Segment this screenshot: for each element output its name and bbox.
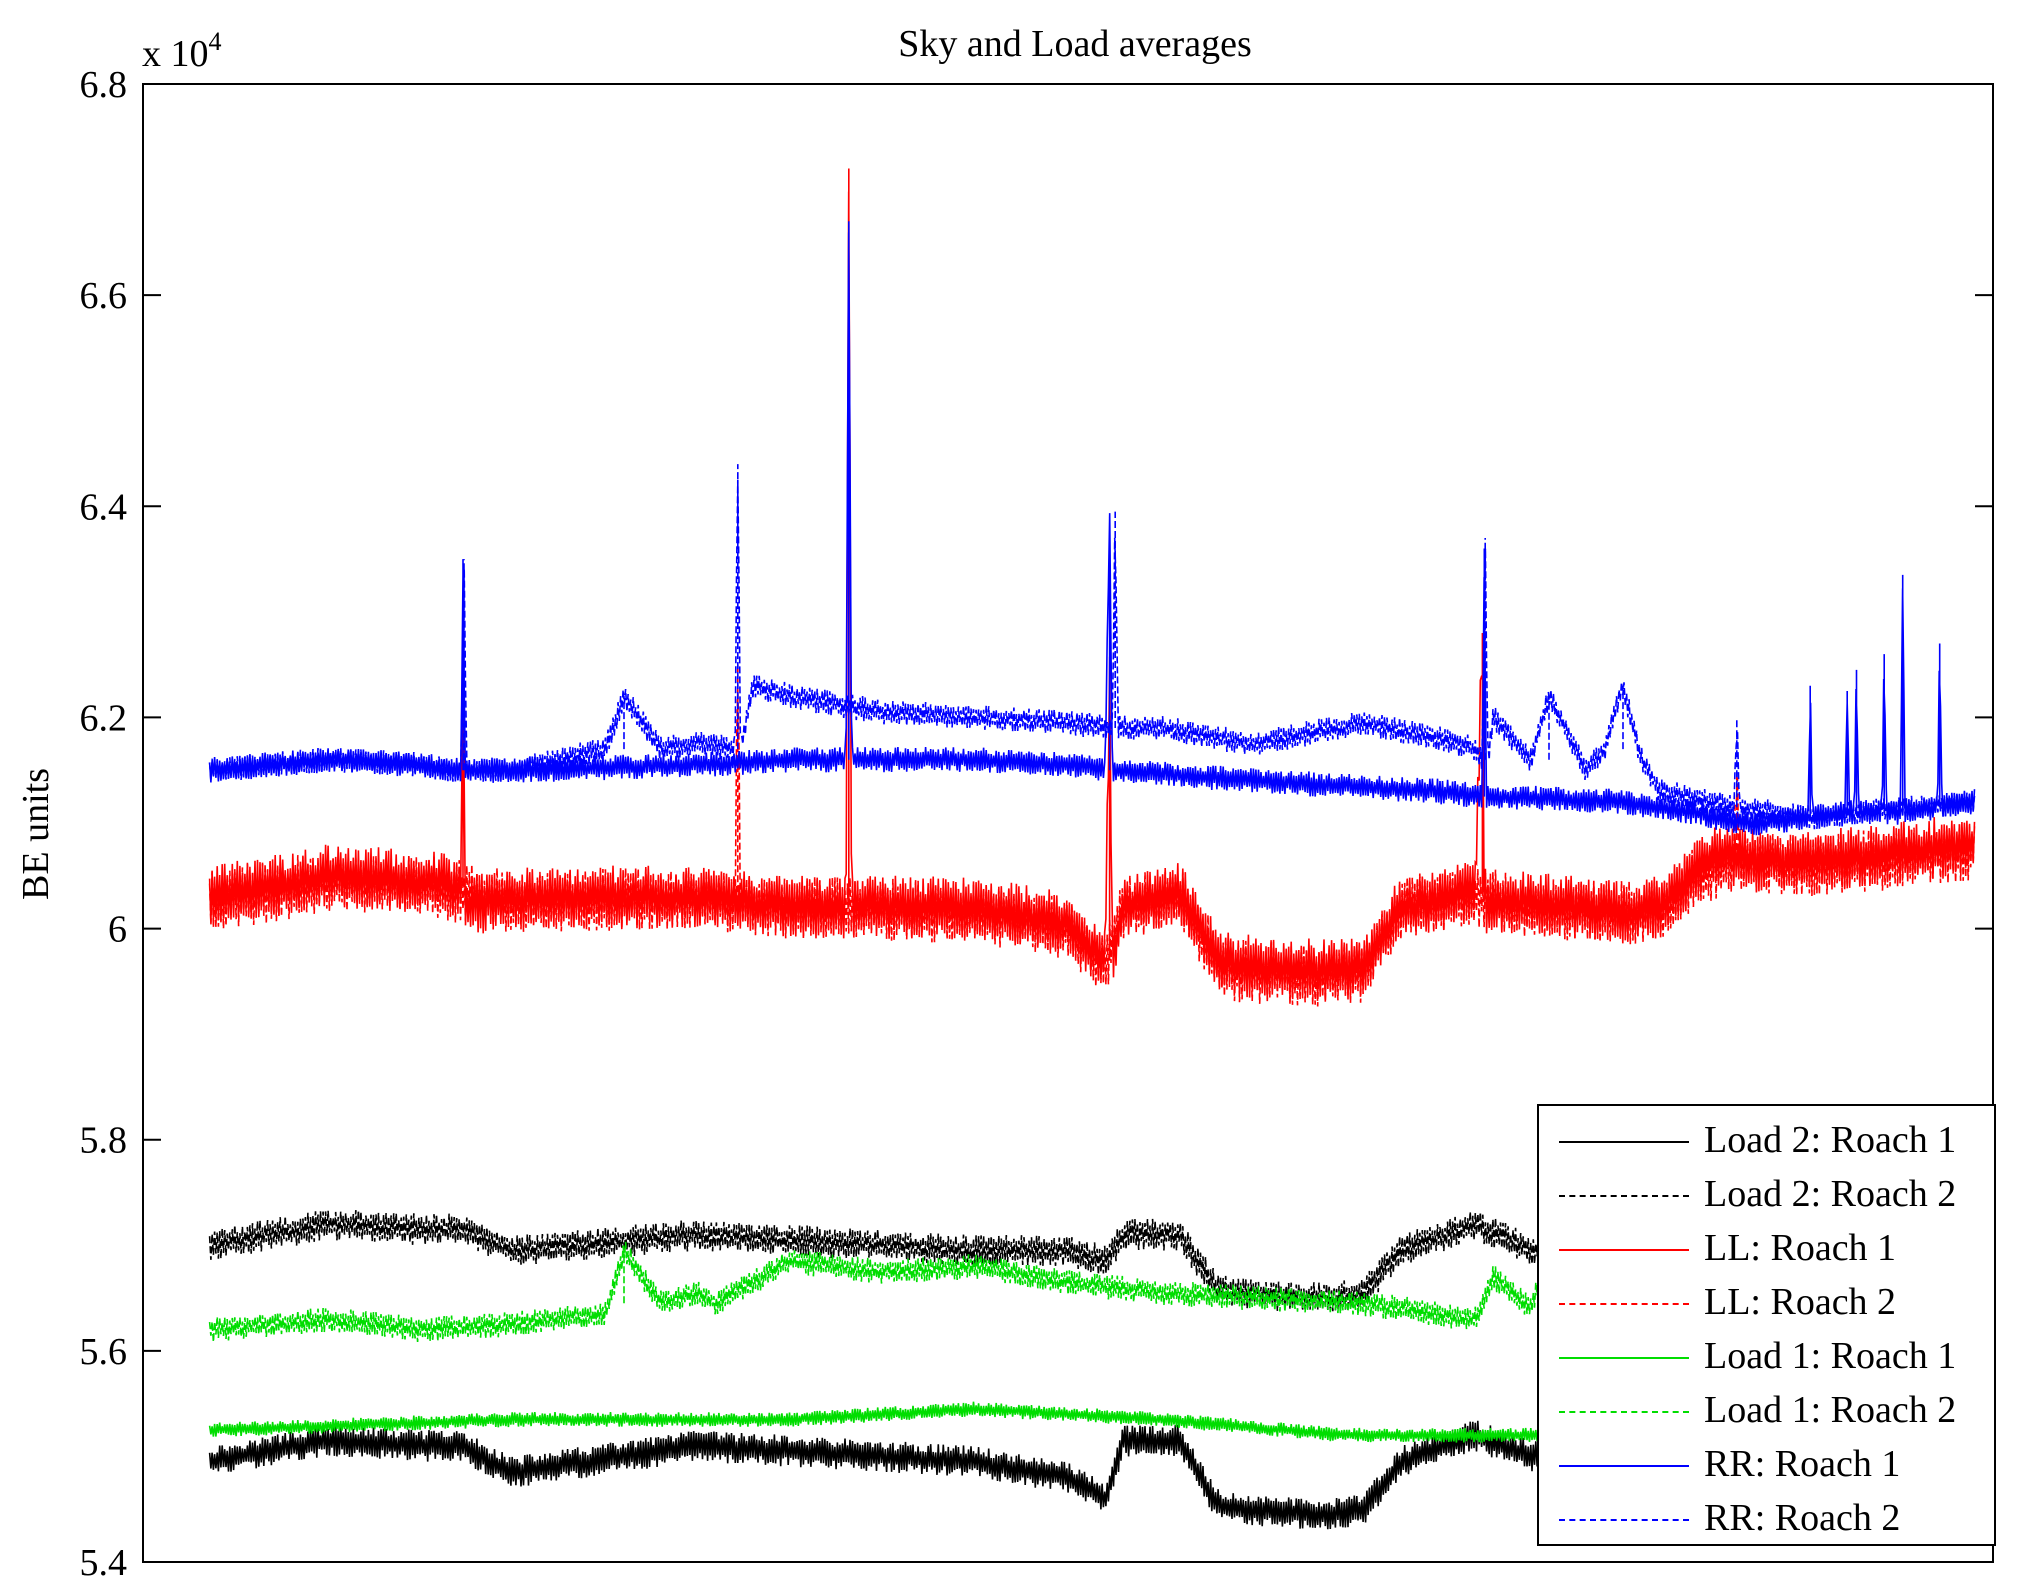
legend-label: LL: Roach 1 (1704, 1227, 1897, 1269)
y-axis-ticks: 5.4 5.6 5.8 6 6.2 6.4 6.6 6.8 (80, 64, 1993, 1584)
legend-label: RR: Roach 2 (1704, 1497, 1901, 1539)
legend-item: Load 2: Roach 1 (1539, 1114, 1994, 1168)
legend-swatch (1559, 1519, 1689, 1521)
legend-swatch (1559, 1249, 1689, 1251)
legend-label: LL: Roach 2 (1704, 1281, 1897, 1323)
legend: Load 2: Roach 1 Load 2: Roach 2 LL: Roach … (1537, 1104, 1996, 1546)
legend-swatch (1559, 1303, 1689, 1305)
legend-label: RR: Roach 1 (1704, 1443, 1901, 1485)
legend-item: Load 1: Roach 2 (1539, 1384, 1994, 1438)
legend-item: LL: Roach 1 (1539, 1222, 1994, 1276)
legend-swatch (1559, 1411, 1689, 1413)
plot-area-frame (142, 83, 1994, 1563)
y-tick-label: 5.4 (80, 1542, 128, 1584)
legend-item: Load 2: Roach 2 (1539, 1168, 1994, 1222)
y-axis-label: BE units (15, 768, 57, 900)
y-tick-label: 6.8 (80, 64, 128, 106)
legend-item: RR: Roach 1 (1539, 1438, 1994, 1492)
series-line-rr-roach-2 (208, 464, 1976, 830)
legend-label: Load 1: Roach 1 (1704, 1335, 1957, 1377)
legend-label: Load 1: Roach 2 (1704, 1389, 1957, 1431)
y-tick-label: 6.6 (80, 275, 128, 317)
y-tick-label: 6.2 (80, 697, 128, 739)
series-line-rr-roach-1 (208, 221, 1976, 836)
series-line-ll-roach-2 (208, 664, 1976, 1007)
y-axis-multiplier-exponent: 4 (209, 27, 222, 56)
legend-swatch (1559, 1465, 1689, 1467)
legend-swatch (1559, 1195, 1689, 1197)
legend-label: Load 2: Roach 2 (1704, 1173, 1957, 1215)
chart-title: Sky and Load averages (898, 23, 1252, 65)
y-axis-multiplier-base: x 10 (142, 33, 209, 75)
y-axis-multiplier: x 104 (142, 27, 222, 75)
legend-swatch (1559, 1357, 1689, 1359)
legend-item: Load 1: Roach 1 (1539, 1330, 1994, 1384)
legend-item: LL: Roach 2 (1539, 1276, 1994, 1330)
legend-label: Load 2: Roach 1 (1704, 1119, 1957, 1161)
y-tick-label: 5.8 (80, 1120, 128, 1162)
y-tick-label: 5.6 (80, 1331, 128, 1373)
legend-item: RR: Roach 2 (1539, 1492, 1994, 1546)
y-tick-label: 6.4 (80, 486, 128, 528)
legend-swatch (1559, 1141, 1689, 1143)
y-tick-label: 6 (108, 909, 127, 951)
series-line-load-1-roach-2 (208, 1241, 1976, 1404)
